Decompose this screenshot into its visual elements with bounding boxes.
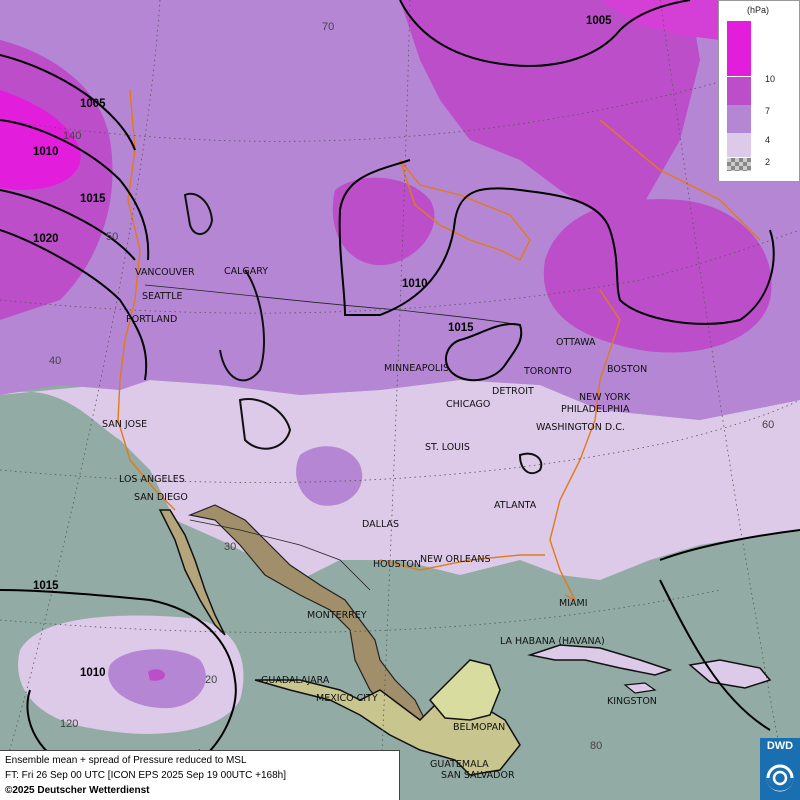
- legend-label-10: 10: [765, 74, 776, 84]
- baja-california: [158, 509, 226, 636]
- coastlines: [117, 89, 761, 602]
- mexico-terrain: [187, 504, 431, 741]
- city-chicago: CHICAGO: [446, 399, 490, 410]
- spread-area-7-10-pacific: [148, 669, 166, 681]
- graticule-label-140: 140: [63, 130, 81, 142]
- isobar-label-1010-center: 1010: [402, 278, 428, 290]
- legend-label-4: 4: [765, 135, 771, 145]
- city-guadalajara: GUADALAJARA: [261, 675, 330, 686]
- isobar-label-1010: 1010: [33, 146, 59, 158]
- isobars: [0, 0, 800, 775]
- graticule-label-30: 30: [224, 541, 236, 553]
- legend-unit: (hPa): [747, 5, 770, 15]
- map-caption: Ensemble mean + spread of Pressure reduc…: [0, 750, 400, 800]
- city-atlanta: ATLANTA: [494, 500, 537, 511]
- political-borders: [144, 284, 521, 591]
- isobar-label-1020: 1020: [33, 233, 59, 245]
- city-houston: HOUSTON: [373, 559, 421, 570]
- city-mexico-city: MEXICO CITY: [316, 693, 378, 704]
- spread-area-over-10-north: [600, 0, 720, 40]
- isobar-label-1005-north: 1005: [586, 15, 612, 27]
- city-new-orleans: NEW ORLEANS: [420, 554, 491, 565]
- spread-area-7-10-north: [400, 0, 700, 215]
- city-toronto: TORONTO: [523, 366, 572, 377]
- city-monterrey: MONTERREY: [307, 610, 367, 621]
- city-st-louis: ST. LOUIS: [425, 442, 470, 453]
- city-dallas: DALLAS: [362, 519, 399, 530]
- city-philadelphia: PHILADELPHIA: [561, 404, 630, 415]
- legend-swatch-over-10: [727, 21, 751, 76]
- city-belmopan: BELMOPAN: [453, 722, 505, 733]
- caption-title: Ensemble mean + spread of Pressure reduc…: [5, 755, 247, 766]
- city-guatemala: GUATEMALA: [430, 759, 489, 770]
- graticule-label-70: 70: [322, 21, 334, 33]
- jamaica: [623, 682, 657, 694]
- graticule-label-20: 20: [205, 674, 217, 686]
- dwd-logo: DWD: [760, 738, 800, 800]
- legend-swatch-under-2: [727, 158, 751, 171]
- city-san-salvador: SAN SALVADOR: [441, 770, 515, 781]
- city-vancouver: VANCOUVER: [135, 267, 195, 278]
- city-calgary: CALGARY: [224, 266, 268, 277]
- graticule-label-120: 120: [60, 718, 78, 730]
- caption-copyright: ©2025 Deutscher Wetterdienst: [5, 785, 150, 796]
- color-legend: (hPa) 10 7 4 2: [718, 0, 800, 182]
- isobar-label-1005: 1005: [80, 98, 106, 110]
- spread-area-over-10: [0, 90, 81, 190]
- caption-forecast-time: FT: Fri 26 Sep 00 UTC [ICON EPS 2025 Sep…: [5, 770, 286, 781]
- graticule-label-60: 60: [762, 419, 774, 431]
- graticule-label-50: 50: [106, 231, 118, 243]
- spread-area-2-4: [0, 380, 800, 580]
- graticule-label-40: 40: [49, 355, 61, 367]
- yucatan-peninsula: [428, 659, 501, 721]
- spread-area-4-7-southwest: [296, 446, 363, 506]
- city-portland: PORTLAND: [126, 314, 177, 325]
- city-minneapolis: MINNEAPOLIS: [384, 363, 449, 374]
- city-ottawa: OTTAWA: [556, 337, 596, 348]
- city-miami: MIAMI: [559, 598, 588, 609]
- city-washington: WASHINGTON D.C.: [536, 422, 625, 433]
- city-labels: VANCOUVER CALGARY SEATTLE PORTLAND MINNE…: [102, 266, 657, 781]
- legend-swatch-7-10: [727, 77, 751, 105]
- city-detroit: DETROIT: [492, 386, 534, 397]
- isobar-label-1015-center: 1015: [448, 322, 474, 334]
- isobar-label-1015-pacific: 1015: [33, 580, 59, 592]
- high-terrain-outlines: [183, 192, 543, 475]
- cuba: [527, 644, 673, 676]
- city-kingston: KINGSTON: [607, 696, 657, 707]
- legend-swatch-4-7: [727, 105, 751, 133]
- city-los-angeles: LOS ANGELES: [119, 474, 185, 485]
- hispaniola: [688, 659, 772, 689]
- isobar-label-1015: 1015: [80, 193, 106, 205]
- dwd-logo-text: DWD: [766, 740, 794, 752]
- isobar-label-1010-pacific: 1010: [80, 667, 106, 679]
- city-boston: BOSTON: [607, 364, 647, 375]
- legend-label-2: 2: [765, 157, 771, 167]
- legend-label-7: 7: [765, 106, 771, 116]
- dwd-swirl-icon: [766, 764, 794, 792]
- city-new-york: NEW YORK: [579, 392, 631, 403]
- city-san-jose: SAN JOSE: [102, 419, 147, 430]
- spread-area-7-10-hudson: [332, 177, 435, 266]
- city-seattle: SEATTLE: [142, 291, 183, 302]
- city-havana: LA HABANA (HAVANA): [500, 636, 605, 647]
- graticule-label-80: 80: [590, 740, 602, 752]
- city-san-diego: SAN DIEGO: [134, 492, 188, 503]
- legend-swatch-2-4: [727, 133, 751, 157]
